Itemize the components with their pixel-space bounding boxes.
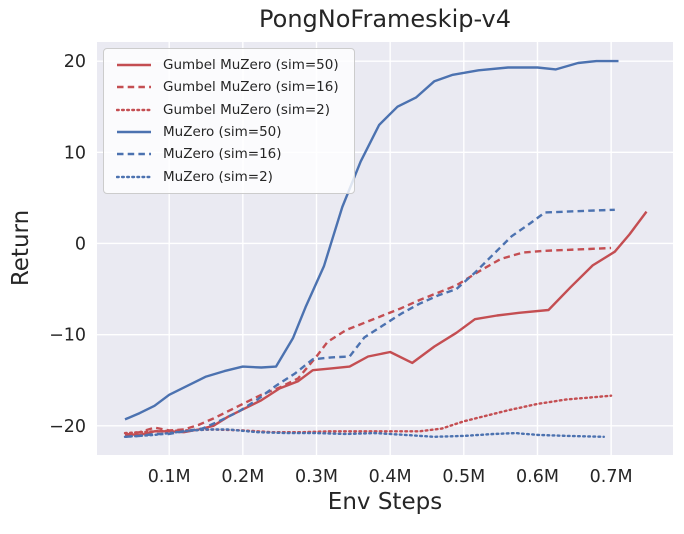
y-axis-label: Return [8,209,34,287]
legend-line-sample [116,175,152,178]
legend-line-sample [117,153,151,156]
legend-item-gumbel-muzero-sim2: Gumbel MuZero (sim=2) [116,100,354,120]
y-tick-label: 20 [64,52,86,72]
legend-item-muzero-sim50: MuZero (sim=50) [116,122,354,142]
legend-item-gumbel-muzero-sim16: Gumbel MuZero (sim=16) [116,77,354,97]
series-line-muzero-sim50 [124,59,619,421]
legend-label: Gumbel MuZero (sim=2) [163,101,331,118]
legend-line-sample [117,130,151,134]
y-tick-label: −10 [49,326,86,346]
legend-label: MuZero (sim=50) [163,124,282,141]
legend-item-muzero-sim2: MuZero (sim=2) [116,167,354,187]
x-axis-label: Env Steps [327,489,443,515]
legend-label: MuZero (sim=16) [163,146,282,163]
y-tick-label: 0 [75,234,86,254]
y-tick-label: 10 [64,143,86,163]
chart-title: PongNoFrameskip-v4 [259,5,511,33]
legend-line-sample [116,108,152,112]
x-tick-label: 0.2M [221,467,264,487]
x-tick-label: 0.5M [442,467,485,487]
legend-line-sample [117,86,151,89]
legend-label: MuZero (sim=2) [163,168,273,185]
x-tick-label: 0.4M [369,467,412,487]
legend-label: Gumbel MuZero (sim=16) [163,79,339,96]
x-tick-label: 0.3M [295,467,338,487]
legend-item-muzero-sim16: MuZero (sim=16) [116,144,354,164]
x-tick-label: 0.1M [148,467,191,487]
series-line-muzero-sim2 [123,428,605,438]
legend-label: Gumbel MuZero (sim=50) [163,57,339,74]
legend: Gumbel MuZero (sim=50) Gumbel MuZero (sim… [103,48,355,194]
legend-line-sample [117,63,151,67]
x-tick-label: 0.6M [516,467,559,487]
series-line-gumbel-muzero-sim16 [124,246,612,437]
legend-item-gumbel-muzero-sim50: Gumbel MuZero (sim=50) [116,55,354,75]
y-tick-label: −20 [49,417,86,437]
x-tick-label: 0.7M [590,467,633,487]
